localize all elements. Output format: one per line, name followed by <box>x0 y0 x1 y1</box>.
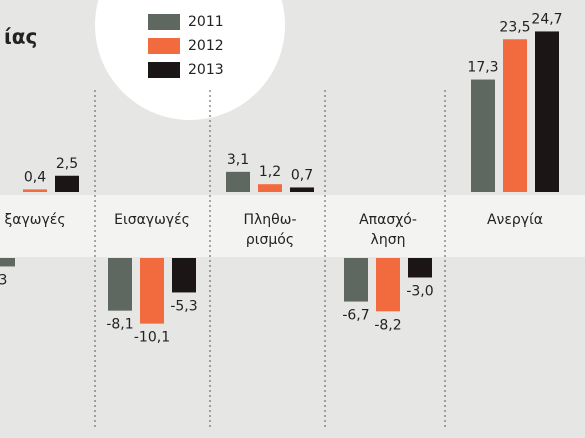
value-label: -5,3 <box>170 298 197 314</box>
value-label: -8,1 <box>106 317 133 333</box>
value-label: 23,5 <box>499 19 530 35</box>
x-tick-label: Ανεργία <box>487 212 543 228</box>
bar <box>258 184 282 192</box>
label-band <box>0 195 585 257</box>
bar <box>23 189 47 192</box>
bar <box>503 39 527 192</box>
legend-swatch <box>148 62 180 78</box>
value-label: 3 <box>0 272 7 288</box>
chart-title: ίας <box>4 25 37 49</box>
bar <box>226 171 250 192</box>
value-label: -3,0 <box>406 284 433 300</box>
value-label: 1,2 <box>259 164 281 180</box>
bar <box>55 175 79 192</box>
value-label: -8,2 <box>374 317 401 333</box>
legend-label: 2012 <box>188 38 224 54</box>
value-label: -10,1 <box>134 330 170 346</box>
bar <box>408 258 432 278</box>
legend-swatch <box>148 38 180 54</box>
value-label: 17,3 <box>467 60 498 76</box>
legend-label: 2013 <box>188 62 224 78</box>
value-label: 24,7 <box>531 11 562 27</box>
legend-swatch <box>148 14 180 30</box>
x-tick-label: Εισαγωγές <box>114 212 190 228</box>
legend-label: 2011 <box>188 14 224 30</box>
bar <box>344 258 368 302</box>
bar <box>0 258 15 267</box>
bar <box>376 258 400 312</box>
x-tick-label: Απασχό- <box>359 212 417 228</box>
value-label: 2,5 <box>56 156 78 172</box>
bar <box>172 258 196 293</box>
value-label: 3,1 <box>227 152 249 168</box>
x-tick-label: ρισμός <box>246 232 294 248</box>
bar <box>535 31 559 193</box>
x-tick-label: Πληθω- <box>243 212 296 228</box>
bar <box>290 187 314 192</box>
bar <box>140 258 164 324</box>
x-tick-label: ξαγωγές <box>4 212 65 228</box>
value-label: -6,7 <box>342 308 369 324</box>
bar <box>108 258 132 311</box>
bar <box>471 79 495 192</box>
value-label: 0,4 <box>24 169 46 185</box>
x-tick-label: ληση <box>371 232 406 248</box>
value-label: 0,7 <box>291 167 313 183</box>
legend-bg <box>95 0 285 120</box>
